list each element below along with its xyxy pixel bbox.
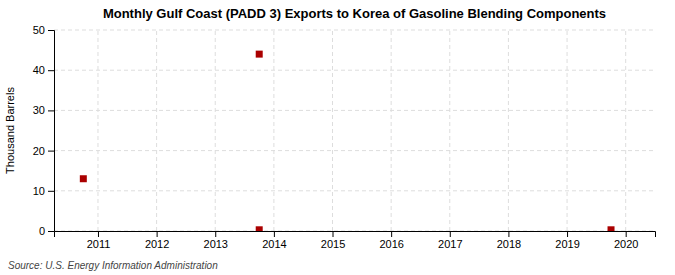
point bbox=[256, 226, 263, 231]
x-axis-tick-mark bbox=[333, 231, 334, 237]
x-axis-tick-mark bbox=[450, 231, 451, 237]
x-axis-tick-mark bbox=[391, 231, 392, 237]
x-axis-tick: 2011 bbox=[87, 231, 111, 250]
y-axis-tick-label: 0 bbox=[39, 225, 45, 237]
grid-line-x bbox=[391, 30, 392, 231]
y-axis: 0 10 20 30 40 50 bbox=[33, 24, 55, 237]
y-axis-tick-label: 30 bbox=[33, 104, 45, 116]
x-axis-tick-mark bbox=[567, 231, 568, 237]
x-axis-tick-mark bbox=[157, 231, 158, 237]
title: Monthly Gulf Coast (PADD 3) Exports to K… bbox=[103, 6, 606, 21]
point bbox=[608, 226, 615, 231]
x-axis-tick-label: 2015 bbox=[321, 238, 345, 250]
y-axis-tick: 50 bbox=[33, 24, 54, 36]
x-axis-tick-label: 2016 bbox=[379, 238, 403, 250]
y-axis-tick: 30 bbox=[33, 104, 54, 116]
y-axis-tick-mark bbox=[48, 30, 54, 31]
grid-line-x bbox=[332, 30, 333, 231]
y-axis-tick: 40 bbox=[33, 64, 54, 76]
grid-line-x bbox=[215, 30, 216, 231]
x-axis-tick-label: 2020 bbox=[614, 238, 638, 250]
y-axis-tick-mark bbox=[48, 231, 54, 232]
grid-line-y bbox=[54, 150, 655, 151]
y-axis-tick: 20 bbox=[33, 145, 54, 157]
grid-line-y bbox=[54, 30, 655, 31]
y-axis-tick-label: 10 bbox=[33, 185, 45, 197]
x-axis-tick-label: 2011 bbox=[87, 238, 111, 250]
y-axis-tick-mark bbox=[48, 110, 54, 111]
y-axis-tick-label: 20 bbox=[33, 145, 45, 157]
y-axis-tick-label: 50 bbox=[33, 24, 45, 36]
x-axis-tick: 2016 bbox=[379, 231, 403, 250]
x-axis-tick-label: 2017 bbox=[438, 238, 462, 250]
x-axis-tick: 2013 bbox=[204, 231, 228, 250]
y-axis-title: Thousand Barrels bbox=[4, 87, 16, 174]
point bbox=[256, 51, 263, 58]
y-axis-tick-label: 40 bbox=[33, 64, 45, 76]
grid-line-x bbox=[625, 30, 626, 231]
x-axis-tick: 2015 bbox=[321, 231, 345, 250]
x-axis-tick-label: 2012 bbox=[145, 238, 169, 250]
x-axis-line bbox=[55, 232, 656, 238]
x-axis-tick-label: 2018 bbox=[497, 238, 521, 250]
x-axis-tick-label: 2013 bbox=[204, 238, 228, 250]
x-axis-tick: 2020 bbox=[614, 231, 638, 250]
y-axis-tick-mark bbox=[48, 151, 54, 152]
x-axis: 2011 2012 2013 2014 2015 2016 2017 2018 2019 2020 bbox=[55, 231, 656, 250]
grid-line-x bbox=[273, 30, 274, 231]
x-axis-tick: 2018 bbox=[497, 231, 521, 250]
grid-line-x bbox=[156, 30, 157, 231]
x-axis-tick-mark bbox=[98, 231, 99, 237]
x-axis-tick: 2019 bbox=[555, 231, 579, 250]
grid-line-x bbox=[97, 30, 98, 231]
y-axis-tick-mark bbox=[48, 70, 54, 71]
grid-line-x bbox=[508, 30, 509, 231]
chart: 2011201220132014201520162017201820192020… bbox=[0, 0, 675, 275]
source-note: Source: U.S. Energy Information Administ… bbox=[8, 260, 218, 271]
x-axis-tick-label: 2014 bbox=[262, 238, 286, 250]
x-axis-tick: 2012 bbox=[145, 231, 169, 250]
y-axis-tick: 0 bbox=[39, 225, 54, 237]
y-axis-line bbox=[48, 31, 55, 232]
x-axis-tick: 2017 bbox=[438, 231, 462, 250]
grid-line-y bbox=[54, 190, 655, 191]
y-axis-tick: 10 bbox=[33, 185, 54, 197]
points bbox=[80, 51, 615, 231]
grid-line-y bbox=[54, 70, 655, 71]
y-axis-tick-mark bbox=[48, 191, 54, 192]
point bbox=[80, 175, 87, 182]
grid-line-x bbox=[567, 30, 568, 231]
grid-line-y bbox=[54, 110, 655, 111]
grid-line-x bbox=[449, 30, 450, 231]
grid bbox=[54, 30, 655, 231]
x-axis-tick: 2014 bbox=[262, 231, 286, 250]
x-axis-tick-mark bbox=[508, 231, 509, 237]
x-axis-tick-mark bbox=[626, 231, 627, 237]
x-axis-tick-label: 2019 bbox=[555, 238, 579, 250]
x-axis-tick-mark bbox=[215, 231, 216, 237]
x-axis-tick-mark bbox=[274, 231, 275, 237]
